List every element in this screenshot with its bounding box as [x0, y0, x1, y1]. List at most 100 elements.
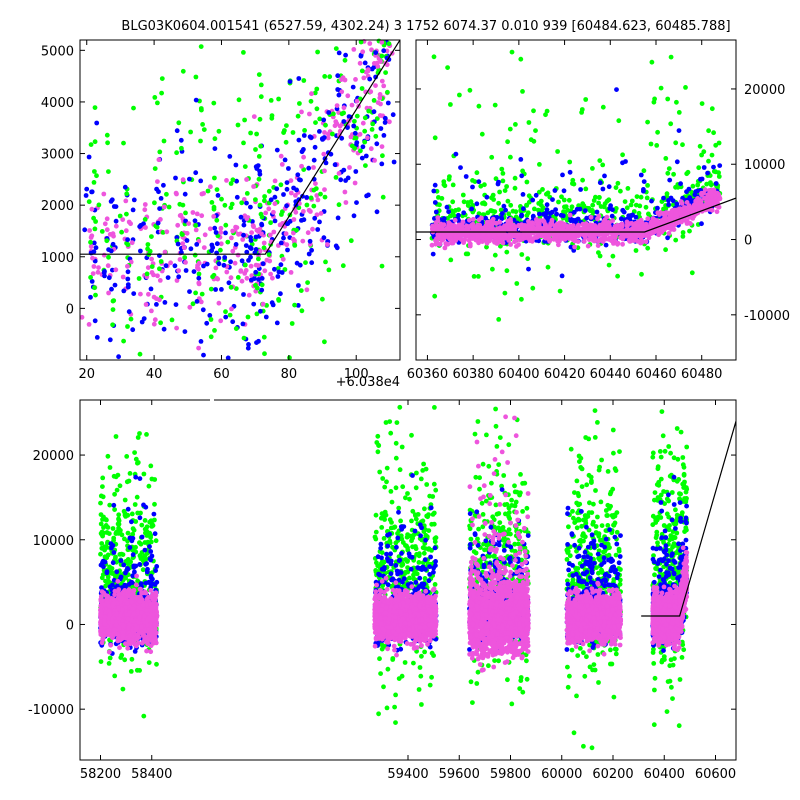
data-point [695, 182, 701, 188]
data-point [195, 265, 200, 271]
data-point [155, 273, 160, 279]
data-point [296, 283, 301, 288]
data-point [123, 228, 129, 234]
data-point [180, 241, 186, 247]
data-point [360, 144, 366, 150]
data-point [575, 239, 581, 245]
data-point [125, 263, 130, 269]
data-point [212, 175, 217, 181]
data-point [569, 204, 575, 210]
data-point [125, 282, 131, 287]
data-point [368, 89, 374, 95]
data-point [463, 174, 469, 179]
data-point [241, 292, 246, 297]
data-point [436, 235, 442, 241]
data-point [92, 169, 97, 174]
data-point [469, 206, 475, 212]
data-point [358, 53, 364, 59]
data-point [373, 83, 378, 88]
data-point [244, 200, 249, 206]
data-point [555, 149, 560, 154]
data-point [501, 203, 507, 209]
data-point [198, 339, 204, 344]
data-point [634, 194, 640, 200]
data-point [254, 340, 259, 345]
data-point [227, 154, 233, 159]
data-point [296, 137, 302, 143]
data-point [381, 83, 387, 89]
data-point [479, 131, 485, 137]
data-point [368, 146, 374, 152]
data-point [98, 531, 104, 536]
x-tick-label: 60460 [635, 367, 676, 382]
data-point [689, 270, 695, 276]
data-point [121, 140, 126, 146]
data-point [456, 207, 461, 213]
data-point [96, 202, 102, 208]
data-point [234, 194, 240, 200]
data-point [138, 248, 143, 254]
data-point [372, 158, 377, 163]
data-point [131, 527, 137, 533]
data-point [310, 226, 315, 232]
data-point [326, 110, 332, 115]
data-point [288, 270, 294, 275]
data-point [283, 231, 289, 237]
data-point [90, 255, 95, 261]
data-point [234, 178, 240, 184]
data-point [208, 286, 214, 292]
data-point [151, 511, 157, 517]
data-point [103, 523, 109, 528]
data-point [89, 206, 95, 212]
data-point [382, 115, 388, 121]
data-point [513, 230, 519, 236]
data-point [679, 201, 685, 206]
data-point [135, 435, 141, 440]
data-point [291, 217, 297, 222]
data-point [339, 135, 345, 141]
data-point [665, 170, 671, 176]
data-point [229, 235, 234, 241]
data-point [112, 507, 117, 512]
data-point [676, 110, 682, 115]
data-point [618, 235, 623, 241]
data-point [173, 190, 179, 196]
data-point [202, 232, 208, 238]
data-point [473, 230, 479, 236]
data-point [636, 210, 642, 216]
data-point [460, 192, 466, 198]
data-point [149, 234, 154, 240]
data-point [711, 164, 716, 170]
data-point [284, 203, 289, 209]
data-point [519, 252, 525, 257]
data-point [357, 131, 363, 137]
data-point [622, 199, 628, 205]
data-point [270, 275, 275, 281]
data-point [638, 194, 644, 200]
data-point [88, 239, 93, 245]
data-point [552, 188, 558, 193]
data-point [505, 139, 510, 145]
data-point [439, 196, 445, 201]
data-point [379, 161, 385, 167]
data-point [690, 183, 696, 189]
data-point [228, 284, 234, 290]
data-point [104, 238, 110, 244]
data-point [233, 162, 239, 168]
data-point [543, 112, 548, 118]
data-point [151, 294, 157, 300]
data-point [545, 190, 551, 196]
data-point [267, 232, 273, 238]
data-point [291, 185, 296, 191]
data-point [479, 215, 484, 221]
data-point [201, 245, 207, 251]
data-point [311, 187, 317, 193]
data-point [379, 263, 385, 269]
data-point [161, 204, 167, 210]
data-point [521, 206, 526, 212]
data-point [516, 242, 521, 248]
data-point [311, 203, 317, 209]
data-point [367, 41, 373, 46]
zoom-peak-panel-frame [79, 39, 401, 361]
data-point [441, 179, 447, 185]
